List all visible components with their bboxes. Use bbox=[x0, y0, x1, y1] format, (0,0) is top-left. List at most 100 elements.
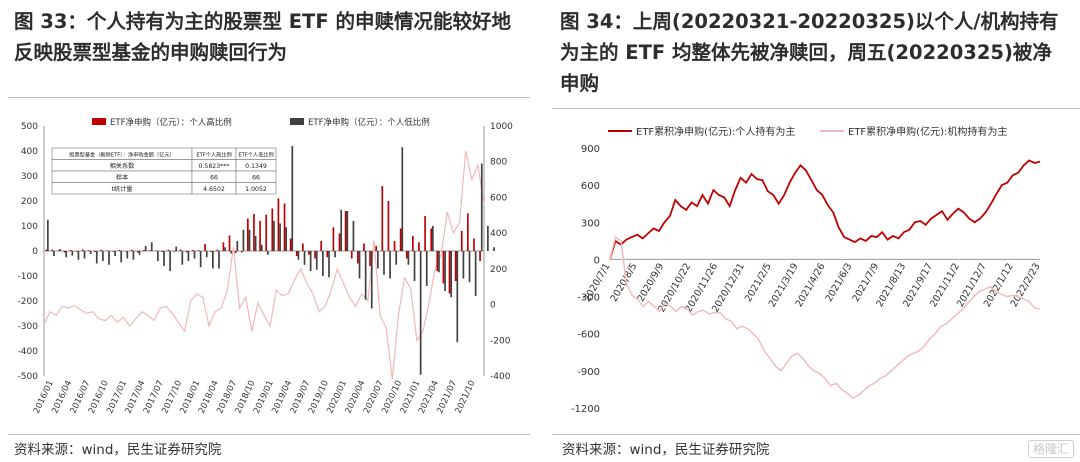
watermark-logo: 格隆汇 bbox=[1027, 440, 1074, 458]
bar-high bbox=[442, 251, 445, 284]
figure-34-source: 资料来源：wind，民生证券研究院 bbox=[562, 442, 770, 458]
bar-high bbox=[112, 251, 115, 252]
bar-high bbox=[387, 201, 390, 251]
bar-low bbox=[193, 251, 196, 259]
chart1-legend: ETF净申购（亿元）：个人高比例 ETF净申购（亿元）：个人低比例 bbox=[92, 117, 430, 128]
bar-high bbox=[137, 251, 139, 253]
bar-high bbox=[192, 250, 194, 251]
bar-low bbox=[425, 251, 428, 286]
bar-low bbox=[59, 249, 61, 251]
legend-label-low: ETF净申购（亿元）：个人低比例 bbox=[308, 117, 430, 128]
y-tick-label: -1200 bbox=[571, 404, 600, 415]
bar-low bbox=[389, 251, 391, 279]
bar-low bbox=[71, 251, 74, 256]
bar-high bbox=[277, 198, 280, 251]
bar-low bbox=[114, 251, 116, 256]
bar-high bbox=[179, 249, 182, 251]
legend-label-institution: ETF累积净申购(亿元):机构持有为主 bbox=[848, 125, 1007, 138]
figure-33-source: 资料来源：wind，民生证券研究院 bbox=[14, 442, 222, 458]
bar-high bbox=[357, 251, 359, 264]
bar-high bbox=[381, 186, 384, 251]
bar-high bbox=[94, 251, 96, 252]
bar-high bbox=[210, 251, 213, 252]
bar-high bbox=[247, 218, 249, 251]
inset-cell-text: 0.1349 bbox=[245, 163, 267, 170]
bar-low bbox=[303, 251, 306, 265]
bar-low bbox=[230, 251, 233, 254]
bar-high bbox=[222, 242, 225, 251]
bar-low bbox=[438, 251, 440, 273]
bar-high bbox=[405, 251, 408, 259]
bar-low bbox=[83, 251, 86, 259]
bar-high bbox=[375, 246, 378, 251]
inset-cell bbox=[235, 182, 277, 195]
right-y-tick-label: 800 bbox=[490, 158, 507, 168]
bar-low bbox=[132, 251, 135, 260]
bar-high bbox=[51, 249, 54, 251]
bar-high bbox=[467, 213, 469, 251]
inset-cell-text: 4.6502 bbox=[203, 186, 225, 193]
left-y-tick-label: -200 bbox=[18, 297, 39, 307]
bar-high bbox=[75, 251, 78, 252]
bar-high bbox=[57, 250, 60, 251]
bar-low bbox=[199, 251, 202, 268]
bar-high bbox=[69, 250, 72, 251]
bar-low bbox=[456, 251, 459, 343]
bar-low bbox=[328, 251, 330, 278]
inset-cell-text: 样本 bbox=[116, 173, 128, 181]
bar-high bbox=[460, 231, 463, 251]
bar-high bbox=[118, 250, 121, 251]
bar-high bbox=[216, 249, 219, 251]
bar-high bbox=[448, 251, 451, 294]
bar-high bbox=[289, 238, 292, 251]
title-divider bbox=[552, 108, 1080, 109]
bar-low bbox=[175, 246, 178, 251]
bar-low bbox=[432, 226, 434, 251]
bar-low bbox=[254, 236, 257, 251]
bar-low bbox=[352, 221, 355, 251]
left-y-tick-label: -400 bbox=[18, 347, 39, 357]
bar-high bbox=[479, 251, 481, 261]
bar-high bbox=[45, 249, 48, 251]
bar-high bbox=[308, 251, 310, 255]
bar-low bbox=[364, 251, 367, 300]
bar-low bbox=[401, 147, 404, 251]
bar-low bbox=[144, 246, 147, 251]
bar-low bbox=[358, 251, 361, 279]
bar-high bbox=[271, 208, 274, 251]
bar-low bbox=[218, 251, 220, 269]
bar-low bbox=[150, 242, 153, 251]
bar-low bbox=[480, 163, 483, 251]
bar-low bbox=[309, 251, 312, 271]
bar-high bbox=[106, 250, 109, 251]
legend-swatch-low bbox=[290, 118, 304, 125]
inset-cell-text: 股票型基金（剔除ETF）：净申购金额（亿元） bbox=[69, 150, 174, 158]
bar-high bbox=[149, 250, 151, 251]
bar-low bbox=[273, 221, 275, 251]
inset-cell-text: 66 bbox=[252, 174, 260, 181]
bar-high bbox=[143, 250, 145, 251]
inset-cell-text: 1.0052 bbox=[245, 186, 267, 193]
y-tick-label: 900 bbox=[581, 144, 600, 155]
bar-low bbox=[77, 251, 80, 260]
bar-high bbox=[430, 228, 433, 251]
bar-high bbox=[228, 235, 231, 251]
bar-low bbox=[138, 251, 141, 255]
bar-high bbox=[393, 241, 396, 251]
etf-cumulative-line-chart: -1200-900-600-30003006009002020/7/12020/… bbox=[571, 125, 1043, 415]
bar-high bbox=[338, 233, 341, 251]
right-y-tick-label: 600 bbox=[490, 193, 507, 203]
bar-high bbox=[173, 251, 176, 252]
bar-low bbox=[65, 251, 68, 258]
bar-low bbox=[346, 211, 349, 251]
figure-33-title: 图 33：个人持有为主的股票型 ETF 的申赎情况能较好地反映股票型基金的申购赎… bbox=[14, 10, 511, 64]
y-tick-label: -600 bbox=[577, 330, 600, 341]
bar-high bbox=[198, 250, 200, 251]
right-y-tick-label: -200 bbox=[490, 336, 511, 346]
inset-cell-text: 相关系数 bbox=[110, 162, 136, 170]
bar-high bbox=[399, 228, 402, 251]
bar-low bbox=[322, 251, 324, 276]
right-y-tick-label: 400 bbox=[490, 229, 507, 239]
chart1-bars bbox=[45, 146, 495, 375]
figure-34-title: 图 34：上周(20220321-20220325)以个人/机构持有为主的 ET… bbox=[560, 10, 1059, 95]
